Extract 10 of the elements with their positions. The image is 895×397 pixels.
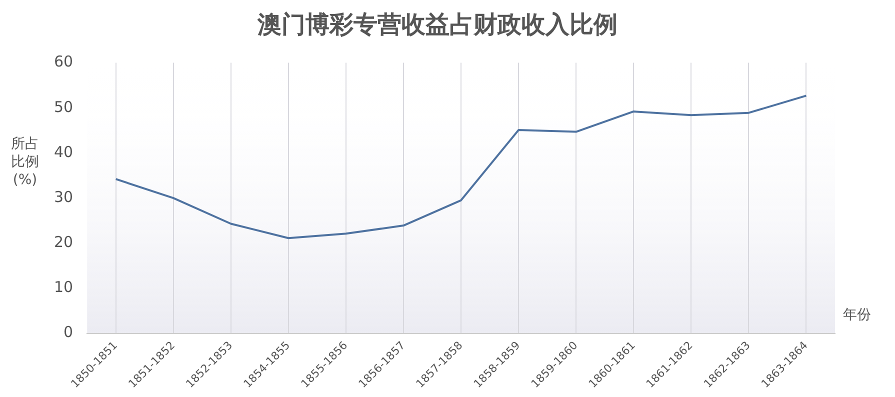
y-tick-label: 0 — [64, 323, 74, 342]
y-tick-label: 30 — [54, 188, 74, 206]
y-tick-label: 10 — [54, 278, 74, 296]
y-tick-label: 60 — [54, 52, 74, 71]
x-axis-title: 年份 — [843, 306, 871, 324]
y-tick-label: 20 — [54, 233, 74, 252]
chart-title: 澳门博彩专营收益占财政收入比例 — [256, 10, 618, 39]
y-tick-label: 50 — [54, 98, 74, 116]
y-tick-label: 40 — [54, 142, 74, 161]
y-axis-title: 所占比例(%) — [10, 135, 40, 189]
